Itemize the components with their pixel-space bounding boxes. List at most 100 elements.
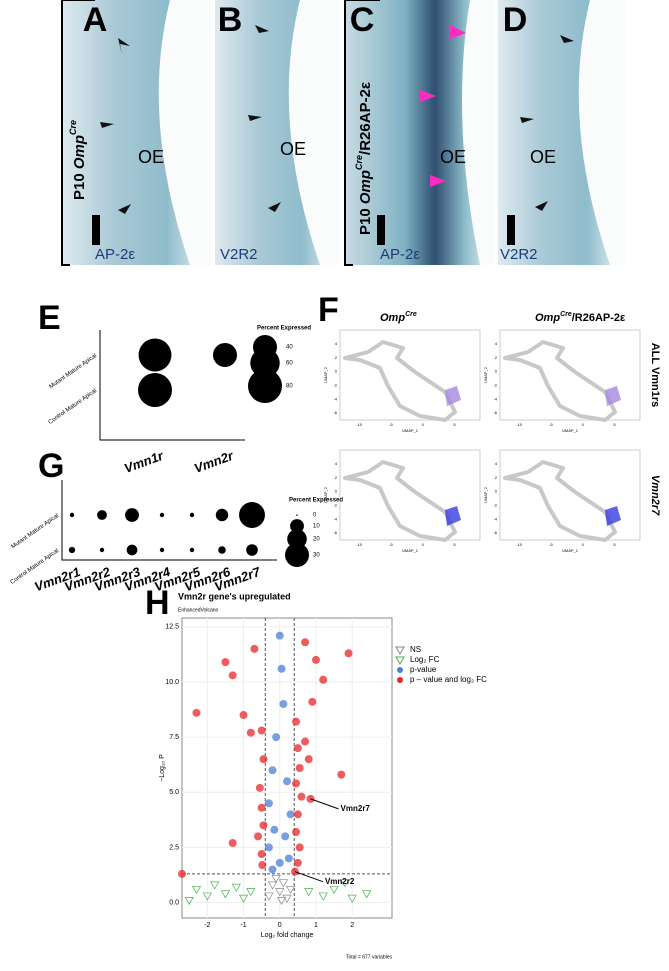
point [329, 885, 339, 895]
umap-tick-label: -6 [493, 410, 497, 415]
legend-label: 40 [286, 345, 293, 351]
umap-tick-label: 4 [335, 341, 338, 346]
legend-label: 20 [313, 537, 320, 543]
dot [138, 338, 172, 372]
umap-tick-label: -6 [333, 530, 337, 535]
dot [68, 546, 76, 554]
point [272, 733, 281, 742]
x-tick-label: Vmn1r [122, 448, 166, 476]
genotype-label: P10 OmpCre/R26AP-2ε [354, 82, 374, 235]
umap-frame [499, 329, 641, 421]
region-label: OE [138, 147, 164, 167]
point [318, 892, 328, 901]
point [293, 744, 302, 753]
umap-tick-label: 0 [495, 369, 498, 374]
gene: Omp [380, 312, 405, 324]
point [304, 888, 314, 897]
point [191, 885, 202, 895]
point [311, 655, 320, 664]
panel-label: A [83, 1, 108, 39]
umap-cloud [343, 340, 457, 422]
umap-tick-label: -6 [493, 530, 497, 535]
point [277, 664, 286, 673]
umap-highlight [445, 506, 461, 526]
umap-tick-label: -10 [516, 542, 523, 547]
point [192, 708, 201, 717]
point [304, 755, 313, 764]
caption: Total = 677 variables [346, 954, 393, 960]
point [275, 631, 284, 640]
umap-tick-label: 0 [335, 489, 338, 494]
umap-frame [499, 449, 641, 541]
point [264, 843, 273, 852]
point [258, 861, 267, 870]
point [184, 897, 194, 906]
legend-title: Percent Expressed [289, 498, 343, 504]
panel-label: C [350, 1, 375, 39]
y-tick-label: 7.5 [169, 734, 179, 741]
umap-tick-label: -4 [493, 516, 497, 521]
point [362, 890, 372, 899]
y-tick-label: 5.0 [169, 789, 179, 796]
point [220, 890, 231, 899]
umap-tick-label: 2 [495, 355, 498, 360]
umap-tick-label: 0 [422, 422, 425, 427]
legend-dot [250, 348, 280, 378]
umap-axis-label: UMAP_2 [483, 366, 488, 383]
umap-highlight [605, 506, 621, 526]
chart-subtitle: EnhancedVolcano [178, 607, 219, 613]
point [271, 874, 281, 883]
umap-panels: -10 -5 0 5 4 2 0 -2 -4 -6 UMAP_1 UMAP_2 -10 -5 0 5 4 2 0 -2… [323, 311, 661, 553]
point [279, 700, 288, 709]
point [259, 755, 268, 764]
umap-column-title: OmpCre [380, 311, 417, 324]
legend-symbol [397, 677, 403, 683]
umap-tick-label: 4 [495, 461, 498, 466]
dot [215, 508, 229, 522]
point [228, 671, 237, 680]
bracket [61, 0, 380, 266]
point [295, 764, 304, 772]
umap-tick-label: 0 [495, 489, 498, 494]
umap-axis-label: UMAP_2 [323, 486, 328, 503]
umap-tick-label: -10 [356, 542, 363, 547]
point [209, 881, 220, 890]
point [270, 825, 279, 834]
axis [61, 480, 277, 561]
umap-tick-label: -2 [493, 382, 497, 387]
umap-tick-label: 0 [335, 369, 338, 374]
plot-area [181, 617, 393, 919]
dot [138, 373, 172, 407]
x-tick-label: 2 [350, 922, 354, 929]
umap-tick-label: 5 [453, 542, 456, 547]
umap-tick-label: 2 [495, 475, 498, 480]
umap-tick-label: 5 [453, 422, 456, 427]
point [254, 832, 263, 841]
point [255, 783, 264, 792]
y-tick-label: 10.0 [165, 679, 179, 686]
y-tick-label: 2.5 [169, 844, 179, 851]
chart-title: Vmn2r gene's upregulated [178, 591, 291, 601]
annotation-line [310, 798, 339, 810]
umap-tick-label: 4 [495, 341, 498, 346]
umap-tick-label: 5 [613, 422, 616, 427]
dot [159, 512, 165, 518]
umap-tick-label: -5 [549, 542, 553, 547]
legend-dot [296, 514, 298, 516]
legend-symbol [395, 646, 405, 656]
annotation: Vmn2r2 [325, 877, 355, 886]
y-tick-label: 12.5 [165, 624, 179, 631]
point [292, 827, 301, 836]
y-axis-label: −Log₁₀ P [159, 754, 166, 782]
panel-label: E [38, 299, 61, 337]
panel-label: F [318, 291, 339, 329]
legend-symbol [397, 667, 403, 673]
point [275, 888, 285, 897]
point [301, 638, 310, 647]
gene: Omp [535, 312, 560, 324]
x-axis-label: Log₂ fold change [261, 932, 314, 939]
umap-tick-label: -10 [356, 422, 363, 427]
stain-label: AP-2ε [95, 246, 135, 263]
dot [99, 547, 105, 553]
